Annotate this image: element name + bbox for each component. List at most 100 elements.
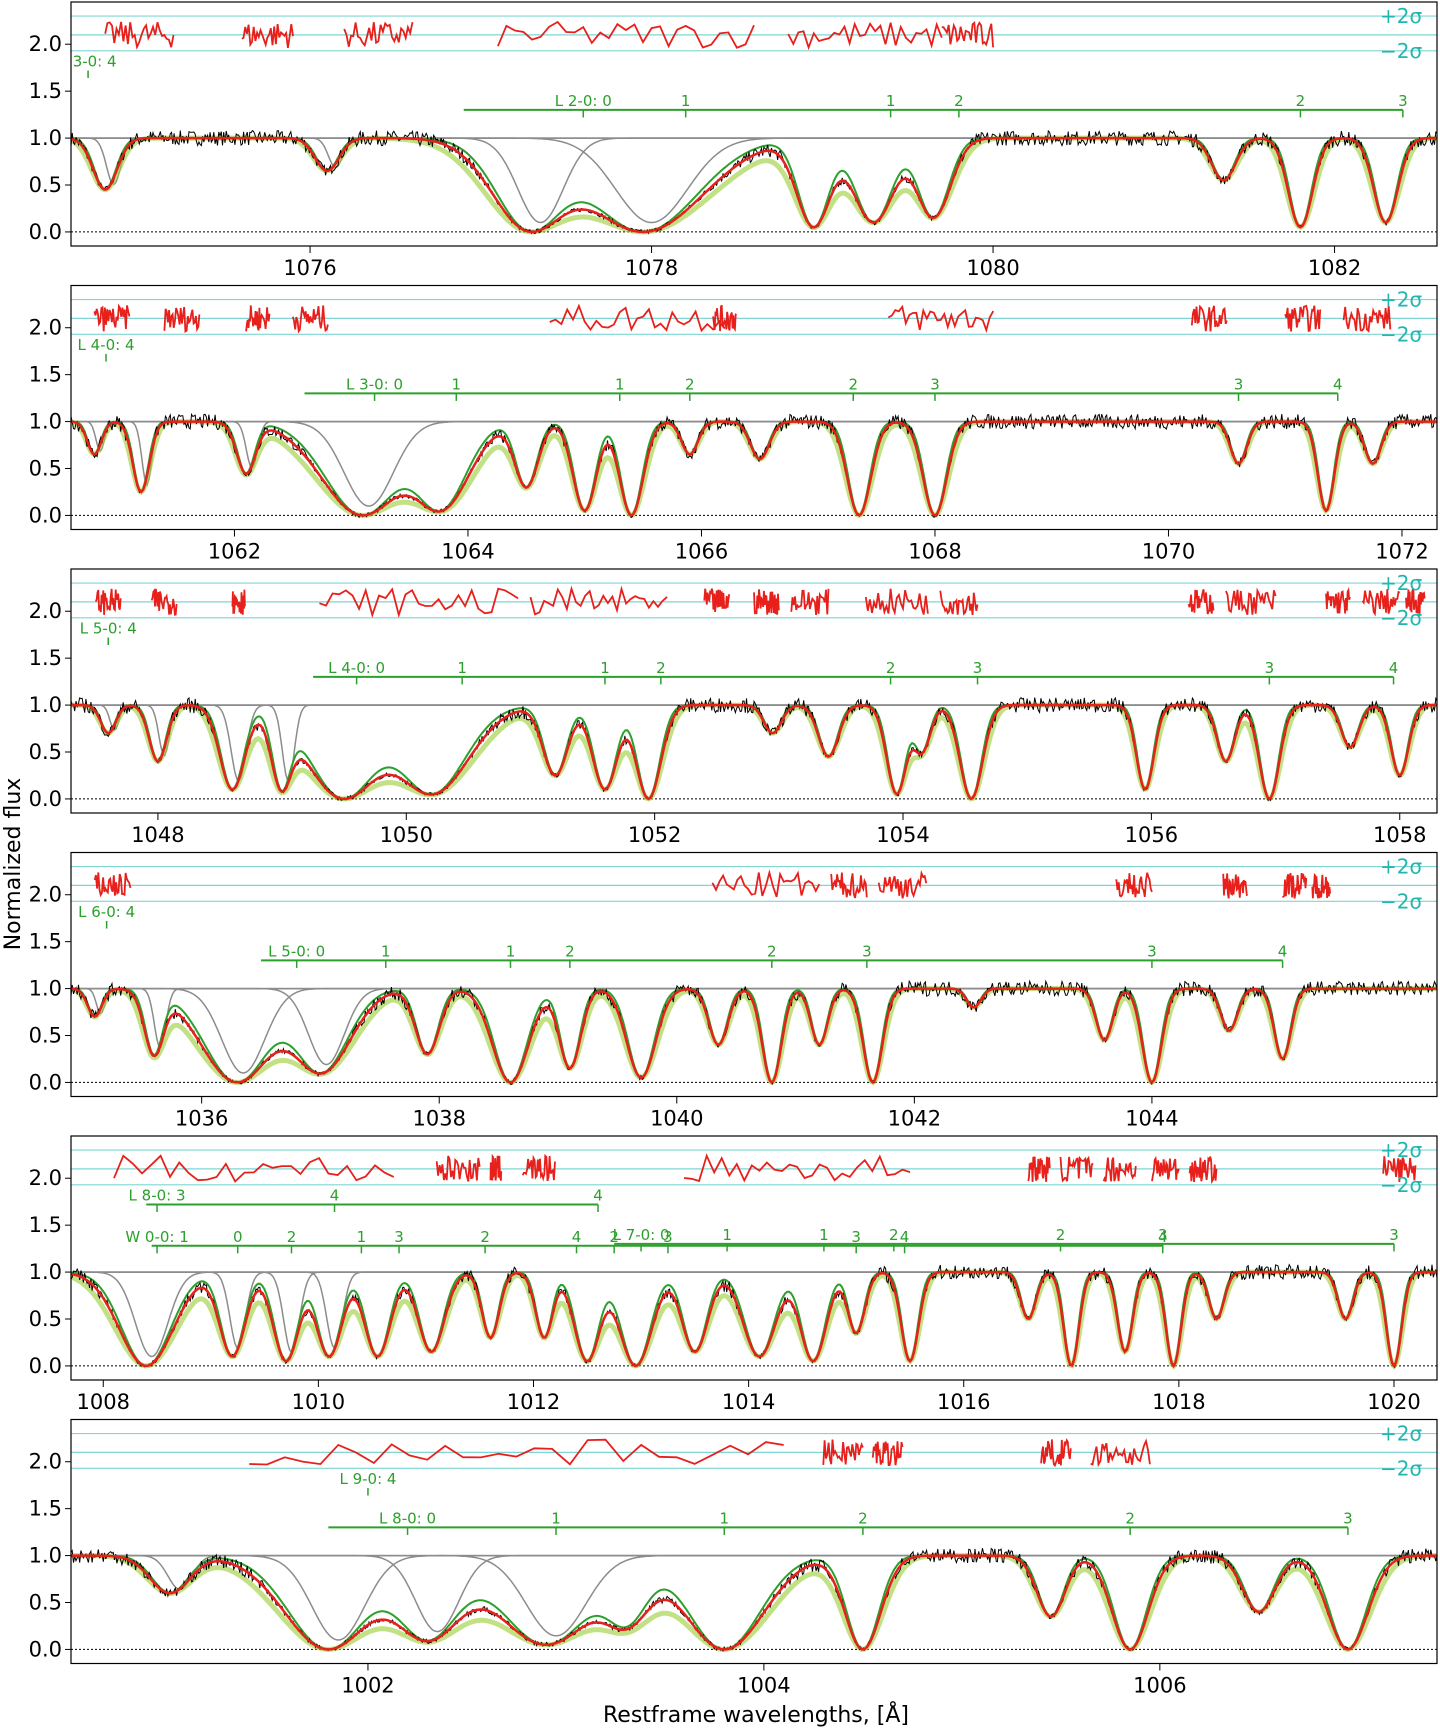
plot-area: L 4-0: 4 L 3-0: 0 1 1 2 2 3 3 4 bbox=[71, 298, 1437, 519]
residual-segment bbox=[1382, 1156, 1417, 1182]
residual-segment bbox=[939, 590, 979, 616]
line-id-label: 3 bbox=[1389, 1226, 1399, 1244]
line-id-label: 2 bbox=[1056, 1226, 1066, 1244]
line-id-label: 1 bbox=[720, 1509, 730, 1527]
line-id-label: 3 bbox=[1343, 1509, 1353, 1527]
y-tick-label: 0.0 bbox=[29, 1070, 62, 1094]
y-tick-label: 2.0 bbox=[29, 1166, 62, 1190]
plot-area: L 9-0: 4 L 8-0: 0 1 1 2 2 3 bbox=[71, 1432, 1437, 1652]
line-id-label: 2 bbox=[1125, 1509, 1135, 1527]
line-id-label: 1 bbox=[506, 942, 516, 960]
residual-segment bbox=[1222, 873, 1248, 899]
line-id-label: 1 bbox=[551, 1509, 561, 1527]
line-id-label: 3 bbox=[1158, 1226, 1168, 1244]
line-id-label: L 8-0: 3 bbox=[129, 1187, 186, 1205]
y-tick-label: 1.5 bbox=[29, 1497, 62, 1521]
y-tick-label: 1.0 bbox=[29, 693, 62, 717]
residual-segment bbox=[871, 1441, 904, 1467]
residual-segment bbox=[94, 588, 122, 615]
line-id-label: 2 bbox=[848, 375, 858, 393]
sigma-plus-label: +2σ bbox=[1380, 4, 1422, 28]
sigma-minus-label: −2σ bbox=[1380, 322, 1422, 346]
residual-segment bbox=[1151, 1155, 1180, 1182]
x-tick-label: 1072 bbox=[1375, 540, 1428, 564]
y-tick-label: 1.0 bbox=[29, 1260, 62, 1284]
residual-segment bbox=[497, 20, 755, 49]
residual-segment bbox=[1059, 1155, 1094, 1183]
total-model bbox=[71, 1554, 1437, 1651]
observed-spectrum bbox=[71, 129, 1437, 235]
y-tick-label: 1.5 bbox=[29, 646, 62, 670]
panel-frame bbox=[70, 851, 1438, 1098]
total-model bbox=[71, 136, 1437, 234]
y-tick-label: 0.5 bbox=[29, 173, 62, 197]
y-tick-label: 1.5 bbox=[29, 1213, 62, 1237]
y-tick-label: 1.0 bbox=[29, 126, 62, 150]
residual-segment bbox=[684, 1153, 911, 1183]
y-axis-title: Normalized flux bbox=[1, 778, 26, 951]
residual-segment bbox=[319, 587, 519, 619]
residual-segment bbox=[241, 23, 294, 49]
light-green-component bbox=[71, 135, 1437, 235]
line-id-label: L 6-0: 4 bbox=[78, 903, 135, 921]
x-tick-label: 1076 bbox=[283, 256, 336, 280]
line-id-label: 1 bbox=[381, 942, 391, 960]
panel-frame bbox=[70, 1418, 1438, 1665]
residual-segment bbox=[1405, 588, 1426, 614]
x-tick-label: 1042 bbox=[888, 1107, 941, 1131]
residual-segment bbox=[712, 304, 737, 333]
residual-segment bbox=[1190, 304, 1228, 332]
x-tick-label: 1056 bbox=[1125, 823, 1178, 847]
residual-segment bbox=[1102, 1157, 1137, 1182]
residual-segment bbox=[249, 1438, 784, 1466]
x-tick-label: 1012 bbox=[507, 1390, 560, 1414]
light-green-component bbox=[71, 986, 1437, 1086]
line-id-label: 4 bbox=[1278, 942, 1288, 960]
y-tick-label: 2.0 bbox=[29, 883, 62, 907]
y-tick-label: 0.5 bbox=[29, 1024, 62, 1048]
x-tick-label: 1050 bbox=[380, 823, 433, 847]
line-id-label: L 4-0: 0 bbox=[328, 659, 385, 677]
residual-segment bbox=[1027, 1156, 1051, 1182]
line-id-label: 4 bbox=[1389, 659, 1399, 677]
sigma-minus-label: −2σ bbox=[1380, 606, 1422, 630]
residual-segment bbox=[1040, 1438, 1072, 1468]
observed-spectrum bbox=[71, 979, 1437, 1085]
panel-frame bbox=[70, 1, 1438, 247]
line-id-label: L 3-0: 4 bbox=[60, 53, 117, 71]
line-id-label: 1 bbox=[615, 375, 625, 393]
residual-segment bbox=[711, 869, 821, 898]
residual-segment bbox=[830, 872, 868, 899]
line-id-label: 3 bbox=[663, 1228, 673, 1246]
residual-segment bbox=[163, 306, 201, 334]
line-id-label: 4 bbox=[1333, 375, 1343, 393]
line-id-label: 3 bbox=[1398, 92, 1408, 110]
line-id-label: 2 bbox=[954, 92, 964, 110]
line-id-label: 3 bbox=[930, 375, 940, 393]
line-id-label: 3 bbox=[862, 942, 872, 960]
sigma-plus-label: +2σ bbox=[1380, 1138, 1422, 1162]
line-id-label: 0 bbox=[233, 1228, 243, 1246]
residual-segment bbox=[291, 305, 329, 334]
gray-component bbox=[71, 1271, 1437, 1350]
line-id-label: 2 bbox=[886, 659, 896, 677]
line-id-label: 4 bbox=[572, 1228, 582, 1246]
residual-segment bbox=[753, 589, 780, 615]
residual-segment bbox=[231, 589, 246, 615]
y-tick-label: 0.0 bbox=[29, 1637, 62, 1661]
x-tick-label: 1014 bbox=[722, 1390, 775, 1414]
x-tick-label: 1040 bbox=[650, 1107, 703, 1131]
x-axis-title: Restframe wavelengths, [Å] bbox=[603, 1701, 909, 1728]
y-tick-label: 1.0 bbox=[29, 977, 62, 1001]
y-tick-label: 2.0 bbox=[29, 316, 62, 340]
residual-segment bbox=[1284, 304, 1322, 332]
residual-segment bbox=[787, 21, 943, 51]
x-tick-label: 1070 bbox=[1142, 540, 1195, 564]
line-id-label: L 5-0: 4 bbox=[80, 620, 137, 638]
sigma-minus-label: −2σ bbox=[1380, 889, 1422, 913]
x-tick-label: 1008 bbox=[77, 1390, 130, 1414]
residual-segment bbox=[435, 1155, 481, 1182]
residual-segment bbox=[245, 305, 271, 332]
panel-3: L 5-0: 4 L 4-0: 0 1 1 2 2 3 3 4 +2σ −2σ 0.0 0.5 1.0 1.… bbox=[29, 568, 1438, 847]
line-id-label: 3 bbox=[851, 1228, 861, 1246]
